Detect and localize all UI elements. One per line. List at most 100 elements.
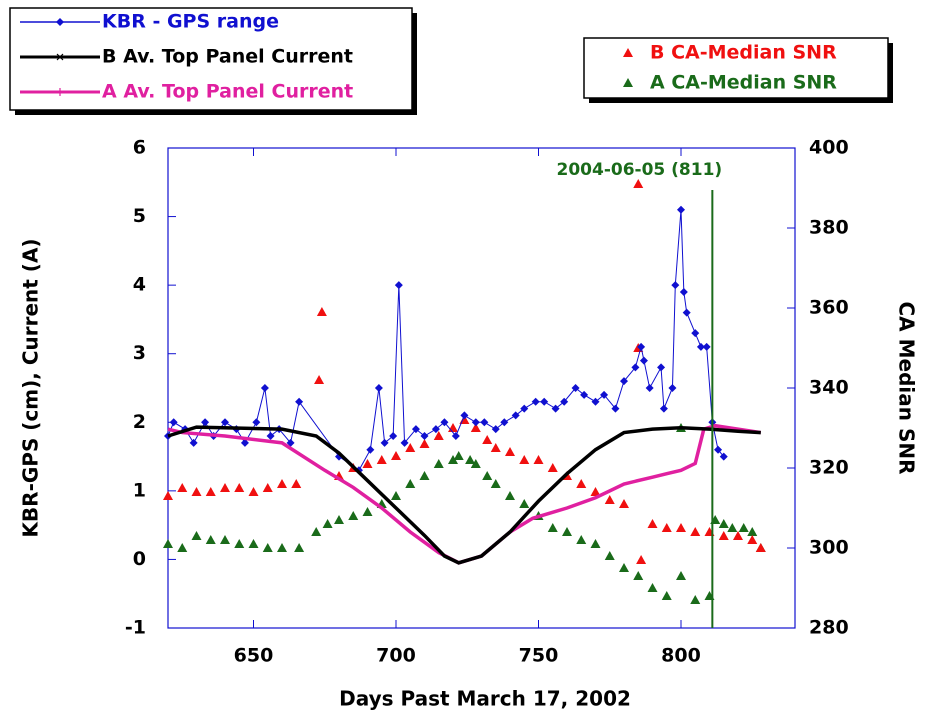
data-point bbox=[453, 451, 464, 460]
data-point bbox=[362, 459, 373, 468]
y2-tick-label: 320 bbox=[809, 457, 849, 479]
data-point bbox=[451, 432, 460, 440]
data-point bbox=[490, 479, 501, 488]
data-point bbox=[511, 411, 520, 420]
data-point bbox=[576, 535, 587, 544]
data-point bbox=[362, 507, 373, 516]
data-point bbox=[294, 543, 305, 552]
data-point bbox=[755, 543, 766, 552]
y-tick-label: 2 bbox=[133, 411, 146, 433]
data-point bbox=[163, 491, 173, 500]
data-point bbox=[540, 397, 549, 406]
y-tick-label: 5 bbox=[133, 205, 146, 227]
data-point bbox=[277, 543, 287, 552]
data-point bbox=[600, 390, 609, 399]
data-point bbox=[405, 443, 416, 452]
y2-tick-label: 300 bbox=[809, 537, 849, 559]
data-point bbox=[636, 555, 647, 564]
data-point bbox=[376, 455, 387, 464]
legend-label: A CA-Median SNR bbox=[650, 72, 837, 94]
data-point bbox=[411, 425, 420, 434]
data-point bbox=[234, 539, 245, 548]
data-point bbox=[637, 342, 646, 351]
data-point bbox=[719, 452, 728, 461]
legend-label: KBR - GPS range bbox=[102, 11, 279, 33]
data-point bbox=[668, 384, 677, 392]
legend-marker bbox=[623, 78, 633, 87]
data-point bbox=[286, 438, 295, 447]
data-point bbox=[334, 515, 344, 524]
data-point bbox=[482, 435, 493, 444]
data-point bbox=[448, 455, 458, 464]
data-point bbox=[633, 571, 644, 580]
data-point bbox=[714, 445, 723, 454]
data-point bbox=[314, 375, 325, 384]
data-point bbox=[471, 418, 480, 427]
x-tick-label: 700 bbox=[376, 645, 416, 667]
y2-tick-label: 280 bbox=[809, 617, 849, 639]
data-point bbox=[677, 205, 685, 214]
data-point bbox=[248, 539, 259, 548]
data-point bbox=[604, 551, 615, 560]
data-point bbox=[448, 423, 458, 432]
data-point bbox=[490, 443, 501, 452]
data-point bbox=[220, 535, 230, 544]
data-point bbox=[248, 487, 259, 496]
data-point bbox=[460, 411, 469, 420]
legend-label: B Av. Top Panel Current bbox=[102, 46, 353, 68]
data-point bbox=[619, 499, 629, 508]
legend-marker bbox=[623, 48, 633, 57]
data-point bbox=[659, 404, 668, 413]
data-point bbox=[262, 543, 273, 552]
y2-tick-label: 400 bbox=[809, 137, 849, 159]
data-point bbox=[690, 527, 701, 536]
data-point bbox=[291, 479, 302, 488]
data-point bbox=[440, 418, 449, 427]
data-point bbox=[520, 404, 529, 413]
data-point bbox=[400, 438, 409, 447]
y-tick-label: 1 bbox=[133, 479, 146, 501]
data-point bbox=[733, 531, 743, 540]
data-point bbox=[747, 527, 758, 536]
data-point bbox=[611, 404, 620, 413]
annotation-text: 2004-06-05 (811) bbox=[557, 160, 723, 180]
data-point bbox=[480, 418, 489, 427]
data-point bbox=[205, 535, 216, 544]
data-point bbox=[163, 539, 173, 548]
y2-tick-label: 340 bbox=[809, 377, 849, 399]
data-point bbox=[676, 523, 686, 532]
x-tick-label: 800 bbox=[661, 645, 701, 667]
data-point bbox=[620, 377, 628, 386]
data-point bbox=[547, 523, 558, 532]
data-point bbox=[747, 535, 758, 544]
data-point bbox=[505, 447, 515, 456]
data-point bbox=[311, 527, 322, 536]
data-point bbox=[676, 571, 686, 580]
data-point bbox=[433, 459, 444, 468]
data-point bbox=[661, 591, 672, 600]
data-point bbox=[295, 397, 304, 406]
legend-label: B CA-Median SNR bbox=[650, 42, 837, 64]
data-point bbox=[671, 281, 680, 290]
data-point bbox=[220, 483, 230, 492]
series-line bbox=[167, 425, 761, 565]
data-point bbox=[590, 539, 601, 548]
data-point bbox=[419, 439, 430, 448]
series-line bbox=[167, 209, 725, 472]
legend-marker bbox=[56, 18, 64, 26]
data-point bbox=[633, 179, 644, 188]
data-point bbox=[191, 487, 202, 496]
data-point bbox=[533, 455, 544, 464]
y-tick-label: 4 bbox=[133, 274, 146, 296]
data-point bbox=[482, 471, 493, 480]
data-point bbox=[405, 479, 416, 488]
data-point bbox=[682, 308, 691, 317]
data-point bbox=[374, 384, 383, 392]
data-point bbox=[657, 363, 666, 372]
legend-marker bbox=[56, 88, 64, 96]
data-point bbox=[738, 523, 749, 532]
data-point bbox=[252, 418, 261, 427]
data-point bbox=[260, 384, 269, 392]
data-point bbox=[391, 451, 401, 460]
data-point bbox=[696, 342, 705, 351]
